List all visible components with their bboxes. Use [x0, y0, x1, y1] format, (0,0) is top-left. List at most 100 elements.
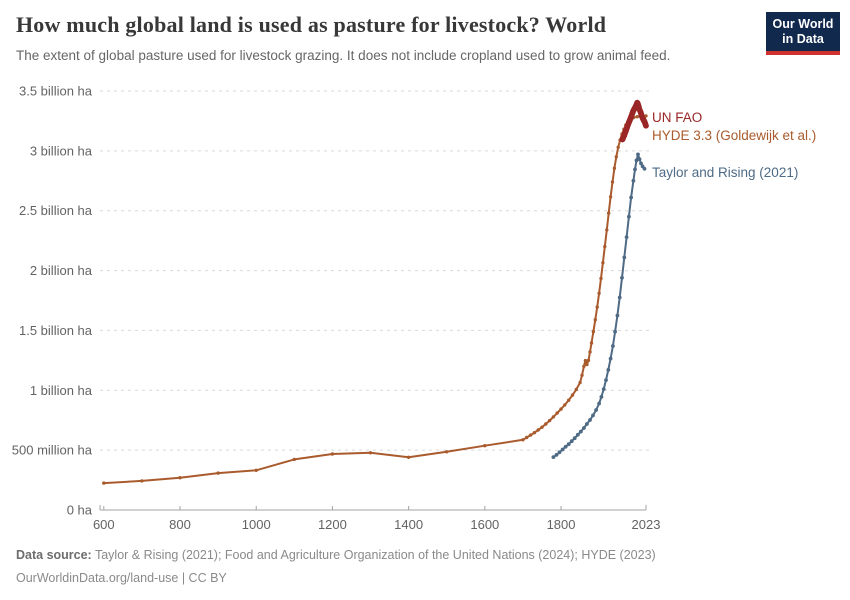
x-tick-label: 1000 [242, 517, 271, 532]
series-point-hyde [178, 476, 182, 480]
x-tick-label: 2023 [632, 517, 661, 532]
owid-logo-line2: in Data [782, 32, 824, 46]
y-tick-label: 500 million ha [12, 443, 93, 458]
series-point-taylor-rising [597, 401, 601, 406]
y-tick-label: 2.5 billion ha [19, 203, 93, 218]
series-point-hyde [570, 393, 575, 397]
series-label-hyde[interactable]: HYDE 3.3 (Goldewijk et al.) [652, 128, 816, 143]
series-point-hyde [540, 425, 544, 429]
x-tick-label: 1400 [394, 517, 423, 532]
series-point-hyde [614, 155, 618, 159]
chart-subtitle: The extent of global pasture used for li… [16, 48, 671, 63]
owid-logo[interactable]: Our World in Data [766, 12, 840, 55]
series-point-taylor-rising [563, 444, 568, 449]
series-point-taylor-rising [615, 313, 620, 318]
series-point-taylor-rising [557, 450, 562, 455]
series-point-taylor-rising [613, 329, 617, 334]
series-point-hyde [616, 145, 620, 149]
series-point-taylor-rising [566, 442, 571, 447]
series-point-hyde [216, 471, 220, 475]
series-point-taylor-rising [599, 395, 604, 399]
series-point-taylor-rising [585, 422, 589, 426]
series-point-taylor-rising [601, 387, 606, 391]
series-point-hyde [544, 422, 548, 426]
y-tick-label: 3.5 billion ha [19, 84, 93, 99]
series-point-taylor-rising [594, 408, 598, 412]
series-point-hyde [102, 481, 106, 485]
chart-footer: Data source: Taylor & Rising (2021); Foo… [16, 544, 836, 590]
series-point-hyde [588, 350, 592, 354]
x-tick-label: 800 [169, 517, 191, 532]
series-point-hyde [292, 457, 296, 462]
series-point-taylor-rising [572, 436, 577, 441]
page-title: How much global land is used as pasture … [16, 12, 607, 37]
series-point-hyde [521, 438, 525, 442]
series-point-hyde [605, 228, 609, 232]
series-point-taylor-rising [634, 158, 639, 163]
series-point-taylor-rising [554, 453, 559, 457]
series-label-taylor-rising[interactable]: Taylor and Rising (2021) [652, 165, 798, 180]
series-point-hyde [583, 358, 588, 363]
series-point-hyde [595, 305, 599, 309]
series-point-taylor-rising [560, 447, 565, 452]
series-point-taylor-rising [569, 439, 574, 444]
series-point-taylor-rising [604, 378, 608, 382]
series-point-taylor-rising [608, 356, 613, 361]
series-point-hyde [608, 195, 613, 199]
y-tick-label: 0 ha [67, 503, 93, 518]
series-point-hyde [140, 479, 144, 483]
y-tick-label: 3 billion ha [30, 143, 93, 158]
series-point-hyde [582, 364, 586, 368]
x-tick-label: 1200 [318, 517, 347, 532]
y-tick-label: 1.5 billion ha [19, 323, 93, 338]
y-tick-label: 1 billion ha [30, 383, 93, 398]
series-line-taylor-rising [552, 153, 646, 459]
series-point-taylor-rising [606, 368, 611, 372]
series-point-hyde [483, 444, 487, 448]
series-line-hyde [102, 114, 647, 485]
series-point-taylor-rising [622, 255, 627, 260]
series-point-hyde [563, 403, 567, 407]
series-point-hyde [559, 407, 563, 411]
series-point-hyde [591, 329, 596, 334]
series-point-taylor-rising [575, 432, 580, 437]
data-source-text: Taylor & Rising (2021); Food and Agricul… [91, 548, 656, 562]
series-point-taylor-rising [637, 157, 642, 162]
series-point-hyde [610, 180, 615, 184]
series-point-hyde [567, 398, 571, 402]
y-tick-label: 2 billion ha [30, 263, 93, 278]
series-point-taylor-rising [551, 455, 556, 459]
series-point-hyde [368, 451, 373, 455]
series-point-taylor-rising [578, 429, 583, 434]
chart-header: How much global land is used as pasture … [16, 12, 756, 63]
series-point-taylor-rising [629, 195, 633, 200]
series-point-hyde [574, 387, 578, 392]
series-point-hyde [254, 468, 258, 472]
license-line[interactable]: OurWorldinData.org/land-use | CC BY [16, 571, 227, 586]
data-source-label: Data source: [16, 548, 92, 562]
series-point-taylor-rising [591, 413, 595, 418]
series-point-hyde [532, 431, 537, 435]
series-point-hyde [612, 166, 617, 170]
series-label-un-fao[interactable]: UN FAO [652, 110, 702, 125]
series-point-hyde [547, 418, 552, 423]
data-source-line: Data source: Taylor & Rising (2021); Foo… [16, 544, 836, 567]
series-point-hyde [445, 450, 449, 454]
series-point-hyde [593, 318, 597, 322]
series-point-hyde [528, 433, 533, 437]
x-tick-label: 600 [93, 517, 115, 532]
series-point-hyde [551, 415, 556, 419]
series-point-hyde [330, 452, 335, 456]
x-tick-label: 1800 [547, 517, 576, 532]
series-point-taylor-rising [624, 235, 629, 240]
series-point-taylor-rising [639, 161, 643, 166]
series-point-taylor-rising [588, 418, 592, 422]
series-point-hyde [601, 261, 605, 265]
series-point-hyde [597, 291, 601, 295]
series-point-taylor-rising [620, 275, 624, 280]
series-point-taylor-rising [627, 214, 631, 219]
series-point-taylor-rising [617, 295, 622, 300]
series-point-hyde [599, 276, 603, 281]
series-point-taylor-rising [636, 152, 640, 157]
